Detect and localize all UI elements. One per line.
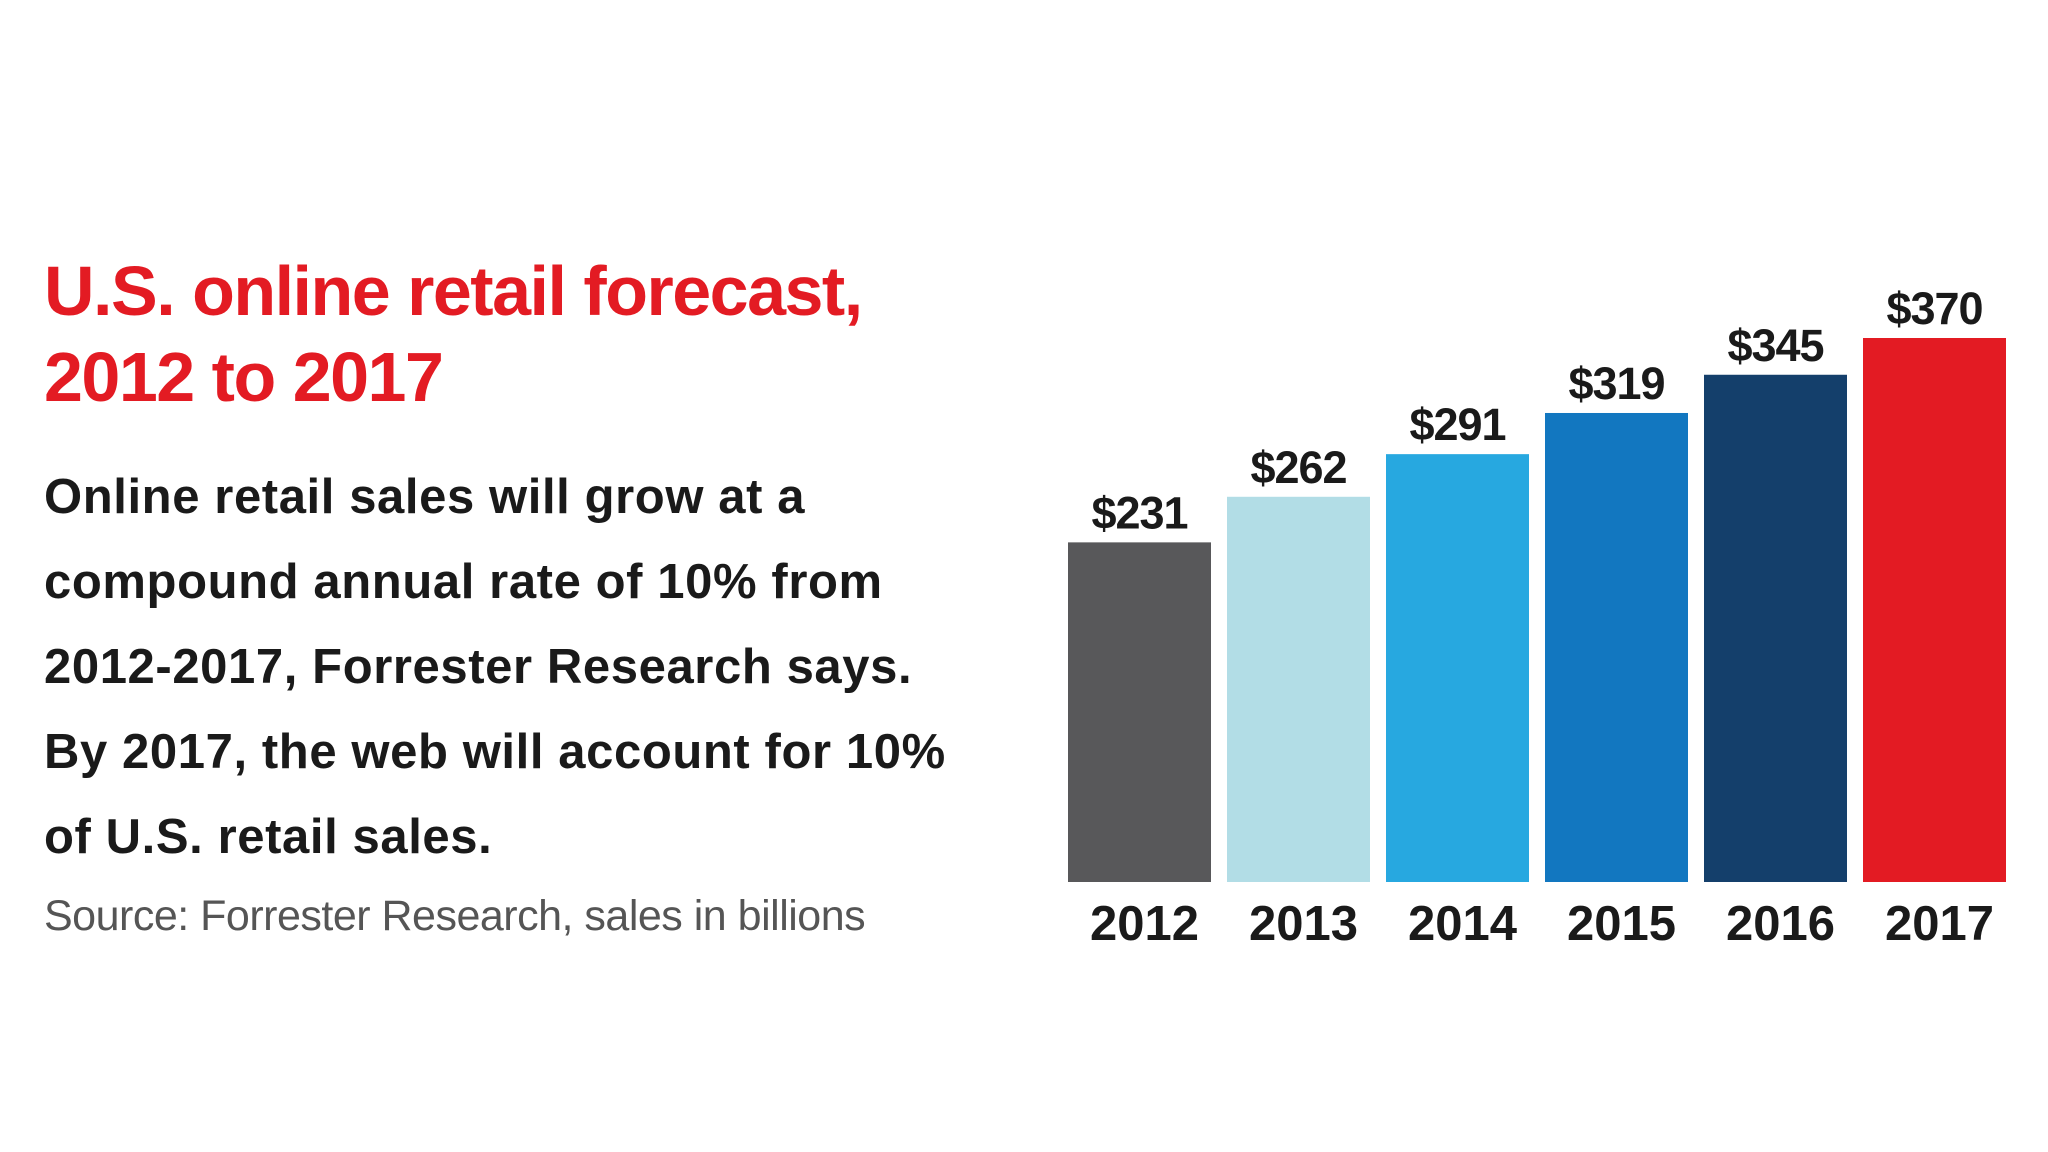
bar-2017 [1863,338,2006,882]
x-tick-label-2012: 2012 [1090,897,1199,951]
description-line-5: of U.S. retail sales. [44,810,493,864]
value-label-2012: $231 [1091,487,1187,538]
bar-2015 [1545,412,1688,882]
x-tick-label-2017: 2017 [1885,897,1994,951]
x-tick-label-2013: 2013 [1249,897,1358,951]
bar-2013 [1227,496,1370,882]
value-label-2017: $370 [1886,283,1982,334]
bar-2014 [1386,454,1529,882]
title-line-1: U.S. online retail forecast, [44,252,863,330]
title-line-2: 2012 to 2017 [44,338,444,416]
description-line-4: By 2017, the web will account for 10% [44,725,946,779]
x-tick-label-2015: 2015 [1567,897,1676,951]
value-label-2015: $319 [1568,358,1664,409]
description-line-3: 2012-2017, Forrester Research says. [44,640,913,694]
chart-title: U.S. online retail forecast, 2012 to 201… [44,248,1044,420]
description: Online retail sales will grow at a compo… [44,455,1044,880]
source-note: Source: Forrester Research, sales in bil… [44,892,866,940]
description-line-2: compound annual rate of 10% from [44,555,883,609]
x-tick-label-2016: 2016 [1726,897,1835,951]
value-label-2014: $291 [1409,399,1505,450]
value-label-2013: $262 [1250,442,1346,493]
bar-2016 [1704,374,1847,882]
bar-2012 [1068,542,1211,882]
x-tick-label-2014: 2014 [1408,897,1517,951]
description-line-1: Online retail sales will grow at a [44,470,806,524]
value-label-2016: $345 [1727,320,1823,371]
